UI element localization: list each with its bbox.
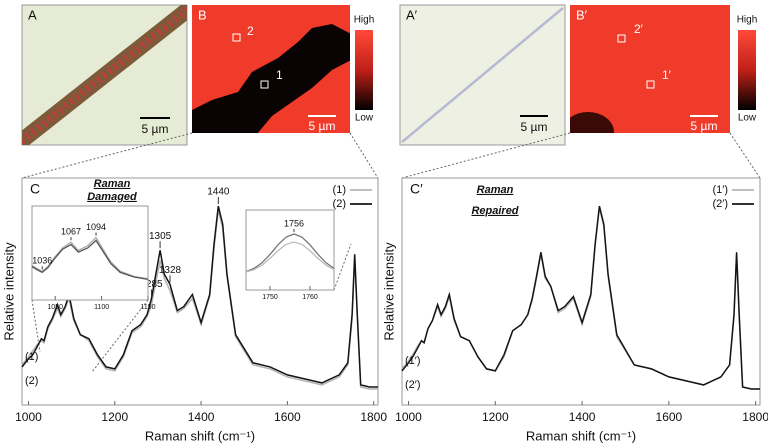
image-label: B′ (576, 7, 588, 22)
image-b: B 2 1 5 µm High Low (192, 5, 375, 133)
colorbar-label: High (354, 15, 375, 26)
x-tick-label: 1200 (482, 410, 509, 424)
x-axis-label: Raman shift (cm⁻¹) (145, 428, 255, 443)
spectrum-line (31, 239, 149, 281)
x-tick-label: 1400 (569, 410, 596, 424)
x-tick-label: 1400 (188, 410, 215, 424)
peak-label: 1328 (159, 265, 182, 276)
y-axis-label: Relative intensity (381, 242, 396, 341)
marker-label: 2′ (634, 22, 644, 36)
annotation: Damaged (87, 191, 137, 203)
legend-label: (2) (333, 198, 346, 210)
spectrum-line (31, 236, 149, 280)
peak-label: 1067 (61, 227, 81, 237)
scale-bar: 5 µm (309, 119, 336, 133)
legend-label: (2′) (712, 198, 728, 210)
legend-label: (1′) (712, 184, 728, 196)
scale-bar: 5 µm (521, 120, 548, 134)
annotation: Raman (94, 178, 131, 190)
inset-frame (245, 209, 335, 291)
x-tick-label: 1600 (274, 410, 301, 424)
chart-frame (21, 177, 379, 406)
spectrum-line (401, 207, 760, 390)
image-label: B (198, 7, 207, 22)
panel-label: C (30, 181, 40, 197)
scale-bar: 5 µm (691, 119, 718, 133)
x-tick-label: 1760 (302, 294, 318, 301)
marker-label: 2 (247, 24, 254, 38)
x-tick-label: 1150 (140, 304, 155, 311)
x-tick-label: 1200 (101, 410, 128, 424)
colorbar-label: Low (738, 113, 757, 124)
spectrum-line (245, 233, 335, 273)
x-tick-label: 1100 (94, 304, 109, 311)
annotation: Repaired (471, 205, 518, 217)
marker-label: 1 (276, 68, 283, 82)
peak-label: 1036 (32, 256, 52, 266)
spectrum-line (21, 209, 378, 390)
image-label: A′ (406, 7, 418, 22)
y-axis-label: Relative intensity (1, 242, 16, 341)
chart-frame (401, 177, 761, 406)
peak-label: 1305 (149, 231, 172, 242)
legend-label: (1) (333, 184, 346, 196)
x-tick-label: 1000 (15, 410, 42, 424)
series-label: (2) (25, 375, 38, 387)
colorbar-label: High (737, 15, 758, 26)
peak-label: 1285 (140, 279, 163, 290)
series-label: (1) (25, 351, 38, 363)
scale-bar: 5 µm (142, 122, 169, 136)
x-tick-label: 1600 (656, 410, 683, 424)
image-a-prime: A′ 5 µm (399, 4, 566, 146)
colorbar-label: Low (355, 113, 374, 124)
peak-label: 1094 (86, 222, 106, 232)
series-label: (2′) (405, 379, 421, 391)
spectrum-line (401, 205, 760, 390)
peak-label: 1440 (207, 187, 230, 198)
spectrum-line (245, 241, 335, 273)
spectrum-line (21, 205, 378, 388)
peak-label: 1756 (284, 218, 304, 228)
image-b-prime: B′ 2′ 1′ 5 µm High Low (570, 5, 758, 133)
inset-frame (31, 205, 149, 301)
x-tick-label: 1050 (47, 304, 63, 311)
x-axis-label: Raman shift (cm⁻¹) (526, 428, 636, 443)
x-tick-label: 1000 (395, 410, 422, 424)
panel-label: C′ (410, 181, 423, 197)
image-a: A 5 µm (21, 4, 188, 146)
marker-label: 1′ (662, 68, 672, 82)
annotation: Raman (477, 184, 514, 196)
image-label: A (28, 7, 37, 22)
x-tick-label: 1800 (360, 410, 387, 424)
x-tick-label: 1800 (742, 410, 768, 424)
x-tick-label: 1750 (262, 294, 278, 301)
series-label: (1′) (405, 355, 421, 367)
